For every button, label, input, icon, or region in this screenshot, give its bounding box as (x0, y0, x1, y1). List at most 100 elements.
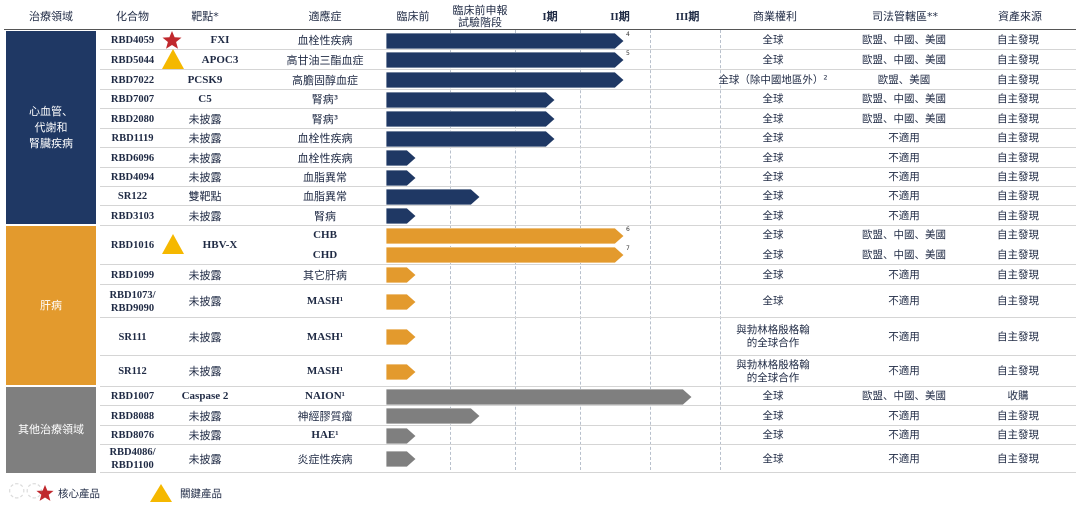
table-row: RBD7007 C5 腎病³ 全球 歐盟、中國、美國 自主發現 (100, 90, 1076, 109)
table-row: RBD4059 FXI 血栓性疾病 全球 歐盟、中國、美國 自主發現 (100, 31, 1076, 50)
phase-progress-bar (386, 227, 624, 244)
source-cell: 自主發現 (997, 229, 1039, 241)
jurisdiction-cell: 歐盟、中國、美國 (862, 93, 946, 105)
target-cell: 未披露 (188, 171, 222, 184)
legend-key-label: 關鍵產品 (180, 487, 222, 500)
rights-cell: 全球 (762, 132, 784, 144)
compound-cell (100, 245, 165, 265)
jurisdiction-cell: 不適用 (888, 452, 920, 465)
compound-cell: RBD4059 (110, 35, 155, 46)
header-preclinical: 臨床前 (396, 10, 430, 23)
compound-cell: RBD4086/ RBD1100 (109, 447, 156, 471)
rights-cell: 全球 (762, 268, 784, 281)
target-cell: C5 (198, 93, 212, 105)
phase-progress-bar (386, 32, 624, 49)
table-row: CHD 全球 歐盟、中國、美國 自主發現 (100, 245, 1076, 265)
header-target: 靶點* (191, 10, 219, 23)
table-row: SR122 雙靶點 血脂異常 全球 不適用 自主發現 (100, 187, 1076, 206)
jurisdiction-cell: 歐盟、中國、美國 (862, 229, 946, 241)
target-cell: HBV-X (202, 239, 238, 251)
jurisdiction-cell: 不適用 (888, 132, 920, 144)
phase-progress-bar (386, 247, 624, 263)
indication-cell: 高甘油三酯血症 (286, 53, 364, 67)
compound-cell: RBD7007 (110, 94, 155, 105)
group-liver: 肝病 (6, 226, 96, 385)
compound-cell: RBD6096 (110, 152, 155, 164)
row-divider (100, 444, 1076, 445)
phase-progress-bar (386, 188, 480, 205)
table-row: RBD1073/ RBD9090 未披露 MASH¹ 全球 不適用 自主發現 (100, 285, 1076, 318)
indication-cell: MASH¹ (306, 295, 344, 307)
indication-cell: 其它肝病 (303, 268, 347, 282)
row-divider (100, 355, 1076, 356)
target-cell: FXI (210, 34, 230, 46)
phase-progress-bar (386, 150, 416, 166)
row-divider (100, 264, 1076, 265)
phase-divider (650, 30, 651, 470)
compound-cell: RBD1119 (111, 133, 154, 144)
source-cell: 收購 (1007, 390, 1029, 402)
header-source: 資產來源 (998, 10, 1042, 23)
compound-cell: RBD7022 (110, 74, 155, 86)
indication-cell: 腎病³ (311, 112, 339, 126)
rights-cell: 全球 (762, 390, 784, 402)
rights-cell: 全球 (762, 171, 784, 183)
header-ind: 臨床前申報 試驗階段 (452, 4, 508, 29)
row-divider (100, 69, 1076, 70)
indication-cell: NAION¹ (305, 390, 345, 402)
phase-progress-bar (386, 293, 416, 310)
group-cardio: 心血管、 代謝和 腎臟疾病 (6, 31, 96, 224)
table-row: RBD1007 Caspase 2 NAION¹ 全球 歐盟、中國、美國 收購 (100, 387, 1076, 406)
triangle-icon (162, 49, 184, 73)
compound-cell: RBD8088 (110, 410, 155, 422)
table-row: RBD4094 未披露 血脂異常 全球 不適用 自主發現 (100, 168, 1076, 187)
header-indication: 適應症 (308, 10, 342, 23)
row-divider (100, 284, 1076, 285)
compound-cell: RBD3103 (110, 210, 155, 222)
rights-cell: 全球 (762, 229, 784, 241)
target-cell: 未披露 (188, 330, 222, 344)
watermark: ◌◌ (8, 477, 43, 501)
jurisdiction-cell: 歐盟、中國、美國 (862, 390, 946, 402)
phase-progress-bar (386, 329, 416, 345)
source-cell: 自主發現 (997, 190, 1039, 202)
phase-progress-bar (386, 72, 624, 88)
table-row: RBD6096 未披露 血栓性疾病 全球 不適用 自主發現 (100, 148, 1076, 168)
table-row: RBD1016 HBV-X CHB 全球 歐盟、中國、美國 自主發現 (100, 226, 1076, 265)
row-divider (100, 205, 1076, 206)
source-cell: 自主發現 (997, 365, 1039, 377)
phase-progress-bar (386, 388, 692, 405)
target-cell: Caspase 2 (181, 390, 229, 402)
rights-cell: 全球 (762, 409, 784, 422)
target-cell: 未披露 (188, 132, 222, 145)
triangle-icon (150, 484, 172, 502)
rights-cell: 全球 (762, 248, 784, 261)
footnote-mark: 5 (626, 50, 630, 57)
table-row: RBD3103 未披露 腎病 全球 不適用 自主發現 (100, 206, 1076, 226)
compound-cell: SR122 (117, 191, 148, 202)
phase-progress-bar (386, 408, 480, 424)
row-divider (100, 108, 1076, 109)
target-cell: 雙靶點 (188, 190, 222, 203)
rights-cell: 全球 (762, 452, 784, 465)
table-row: RBD2080 未披露 腎病³ 全球 歐盟、中國、美國 自主發現 (100, 109, 1076, 129)
target-cell: 未披露 (188, 409, 222, 423)
header-area: 治療領域 (29, 10, 73, 23)
rights-cell: 全球 (762, 295, 784, 307)
jurisdiction-cell: 不適用 (888, 429, 920, 441)
source-cell: 自主發現 (997, 248, 1039, 261)
phase-progress-bar (386, 208, 416, 224)
table-row: SR111 未披露 MASH¹ 與勃林格殷格翰 的全球合作 不適用 自主發現 (100, 318, 1076, 356)
indication-cell: 血脂異常 (303, 171, 347, 184)
table-row: RBD4086/ RBD1100 未披露 炎症性疾病 全球 不適用 自主發現 (100, 445, 1076, 473)
source-cell: 自主發現 (997, 209, 1039, 222)
table-row: RBD5044 APOC3 高甘油三酯血症 全球 歐盟、中國、美國 自主發現 (100, 50, 1076, 70)
rights-cell: 與勃林格殷格翰 的全球合作 (736, 358, 810, 384)
header-phase2: II期 (610, 11, 630, 23)
source-cell: 自主發現 (997, 73, 1039, 86)
rights-cell: 與勃林格殷格翰 的全球合作 (736, 324, 810, 349)
header-rights: 商業權利 (753, 10, 797, 23)
header-divider (4, 29, 1076, 30)
target-cell: 未披露 (188, 429, 222, 442)
jurisdiction-cell: 歐盟、美國 (877, 73, 931, 86)
